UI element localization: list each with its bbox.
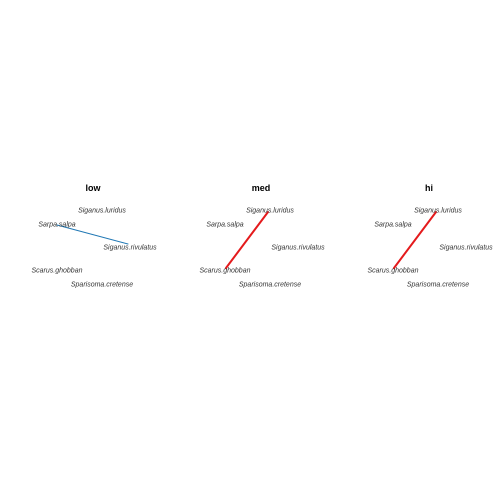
- node-label-scarus-ghobban: Scarus.ghobban: [200, 268, 251, 275]
- node-label-scarus-ghobban: Scarus.ghobban: [32, 268, 83, 275]
- edge-siganus-luridus-to-scarus-ghobban: [225, 211, 269, 269]
- panel-title: hi: [425, 183, 433, 193]
- node-label-sparisoma-cretense: Sparisoma.cretense: [239, 282, 301, 289]
- node-label-siganus-rivulatus: Siganus.rivulatus: [271, 245, 325, 252]
- node-label-sarpa-salpa: Sarpa.salpa: [206, 222, 243, 229]
- node-label-siganus-luridus: Siganus.luridus: [414, 208, 462, 215]
- node-label-siganus-luridus: Siganus.luridus: [246, 208, 294, 215]
- edge-siganus-luridus-to-scarus-ghobban: [393, 211, 437, 269]
- panel-title: low: [86, 183, 102, 193]
- panel-title: med: [252, 183, 271, 193]
- node-label-siganus-rivulatus: Siganus.rivulatus: [103, 245, 157, 252]
- node-label-siganus-luridus: Siganus.luridus: [78, 208, 126, 215]
- node-label-scarus-ghobban: Scarus.ghobban: [368, 268, 419, 275]
- node-label-sparisoma-cretense: Sparisoma.cretense: [71, 282, 133, 289]
- node-label-sparisoma-cretense: Sparisoma.cretense: [407, 282, 469, 289]
- node-label-sarpa-salpa: Sarpa.salpa: [374, 222, 411, 229]
- node-label-siganus-rivulatus: Siganus.rivulatus: [439, 245, 493, 252]
- edge-sarpa-salpa-to-siganus-rivulatus: [56, 224, 129, 245]
- node-label-sarpa-salpa: Sarpa.salpa: [38, 222, 75, 229]
